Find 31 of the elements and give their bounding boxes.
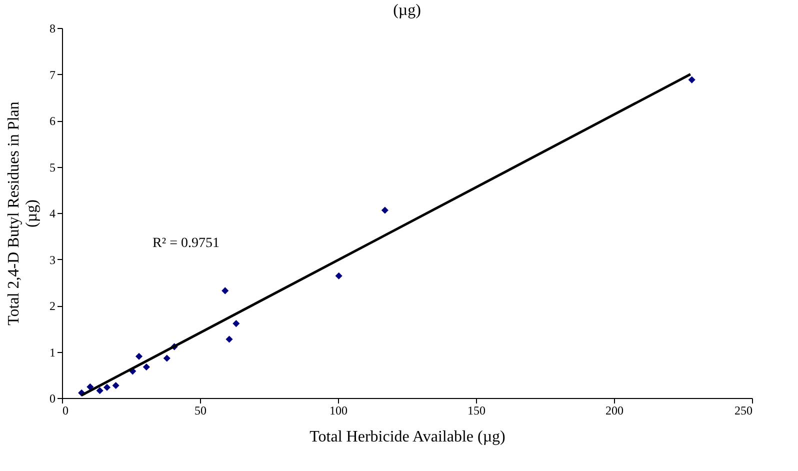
point (135, 352, 143, 360)
x-tick-label: 250 (734, 404, 752, 418)
point (688, 76, 696, 84)
y-tick-label: 0 (50, 392, 56, 406)
y-tick-label: 2 (50, 299, 56, 313)
x-tick-label: 150 (468, 404, 486, 418)
x-tick-label: 50 (194, 404, 206, 418)
x-tick-label: 200 (606, 404, 624, 418)
point (112, 382, 120, 390)
y-tick-label: 8 (50, 22, 56, 36)
y-tick-label: 4 (50, 206, 56, 220)
point (222, 287, 229, 294)
point (103, 384, 111, 391)
point (163, 354, 170, 362)
point (232, 320, 240, 328)
point (96, 387, 104, 394)
x-tick-label: 100 (330, 404, 348, 418)
annotation: R² = 0.9751 (152, 236, 220, 251)
y-tick-label: 3 (50, 252, 56, 267)
point (142, 363, 150, 371)
y-tick-label: 7 (50, 68, 56, 82)
point (335, 272, 342, 280)
point (381, 206, 388, 214)
point (226, 336, 233, 343)
y-tick-label: 5 (50, 160, 56, 174)
x-axis-title: Total Herbicide Available (µg) (310, 428, 506, 446)
x-tick-label: 0 (62, 404, 68, 418)
y-axis-title: Total 2,4-D Butyl Residues in Plan (µg) (6, 102, 40, 326)
chart-title: (µg) (393, 2, 421, 19)
y-tick-label: 6 (50, 114, 56, 128)
y-tick-label: 1 (50, 345, 56, 360)
